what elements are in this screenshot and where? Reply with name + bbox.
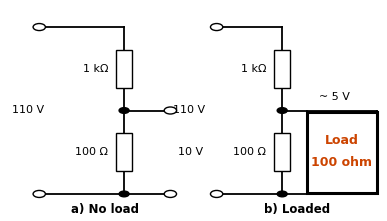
Circle shape — [33, 191, 45, 198]
Text: 1 kΩ: 1 kΩ — [83, 64, 108, 74]
Circle shape — [211, 191, 223, 198]
Bar — [274, 50, 290, 88]
Circle shape — [119, 191, 129, 197]
Circle shape — [164, 107, 176, 114]
Text: ~ 5 V: ~ 5 V — [319, 92, 350, 102]
Bar — [116, 50, 132, 88]
Circle shape — [277, 108, 287, 113]
Text: Load: Load — [325, 134, 359, 147]
Circle shape — [211, 23, 223, 30]
Circle shape — [277, 191, 287, 197]
Bar — [307, 112, 377, 193]
Text: 100 ohm: 100 ohm — [312, 156, 372, 169]
Text: 100 Ω: 100 Ω — [233, 147, 266, 157]
Bar — [274, 133, 290, 171]
Text: b) Loaded: b) Loaded — [264, 203, 330, 216]
Text: 10 V: 10 V — [178, 147, 203, 157]
Text: 100 Ω: 100 Ω — [75, 147, 108, 157]
Bar — [116, 133, 132, 171]
Circle shape — [164, 191, 176, 198]
Text: 1 kΩ: 1 kΩ — [241, 64, 266, 74]
Text: 110 V: 110 V — [12, 105, 45, 116]
Text: a) No load: a) No load — [71, 203, 139, 216]
Circle shape — [119, 108, 129, 113]
Text: 110 V: 110 V — [173, 105, 205, 116]
Circle shape — [33, 23, 45, 30]
